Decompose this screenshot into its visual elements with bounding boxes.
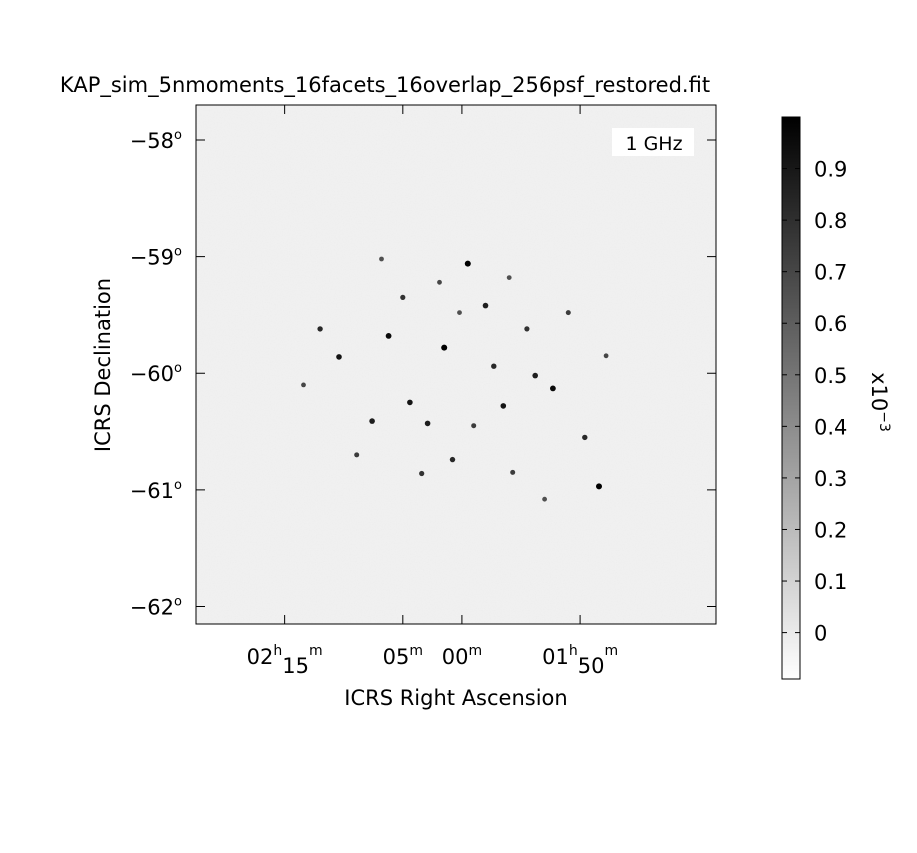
source-point <box>491 363 497 369</box>
source-point <box>471 423 477 429</box>
colorbar-tick-label: 0.5 <box>814 364 847 388</box>
frequency-annotation: 1 GHz <box>625 133 682 155</box>
dec-tick-label: −58o <box>130 128 182 153</box>
source-point <box>449 456 456 463</box>
ra-tick-label: 00m <box>442 643 482 669</box>
source-point <box>336 354 342 360</box>
source-point <box>524 326 530 332</box>
dec-tick-label: −62o <box>130 595 182 620</box>
image-noise <box>196 105 716 624</box>
source-point <box>407 399 413 406</box>
source-point <box>457 310 462 315</box>
source-point <box>506 275 512 280</box>
source-point <box>419 470 425 477</box>
source-point <box>441 344 448 351</box>
colorbar-tick-label: 0.4 <box>814 415 847 439</box>
colorbar-tick-label: 0.8 <box>814 209 847 233</box>
ra-ticks: 02h15m 05m 00m 01h50m <box>247 105 618 678</box>
source-point <box>582 434 588 441</box>
source-point <box>301 382 306 388</box>
source-point <box>542 496 547 502</box>
source-point <box>596 483 602 490</box>
colorbar-tick-label: 0.6 <box>814 312 847 336</box>
source-point <box>500 403 507 409</box>
source-point <box>565 310 571 316</box>
colorbar-tick-label: 0.9 <box>814 158 847 182</box>
source-point <box>317 326 323 332</box>
colorbar-ticks: 0 0.1 0.2 0.3 0.4 0.5 0.6 0.7 0.8 0.9 <box>782 158 847 646</box>
source-point <box>437 279 442 285</box>
ra-tick-label: 05m <box>383 643 423 669</box>
source-point <box>532 372 538 379</box>
sources-layer <box>301 256 609 502</box>
y-axis-label: ICRS Declination <box>91 278 115 452</box>
dec-tick-label: −61o <box>130 478 182 503</box>
source-point <box>464 260 471 267</box>
ra-tick-label: 01h50m <box>542 643 618 678</box>
image-frame <box>195 104 717 625</box>
colorbar: 0 0.1 0.2 0.3 0.4 0.5 0.6 0.7 0.8 0.9 x10−3 <box>781 116 892 680</box>
colorbar-tick-label: 0 <box>814 622 827 646</box>
chart-title: KAP_sim_5nmoments_16facets_16overlap_256… <box>60 73 710 98</box>
colorbar-tick-label: 0.2 <box>814 518 847 542</box>
x-axis-label: ICRS Right Ascension <box>344 686 567 710</box>
source-point <box>385 333 392 339</box>
source-point <box>400 294 406 300</box>
source-point <box>550 385 556 392</box>
image-panel: 1 GHz 02h15m 05m 00m 01h50m −58o −59o −60o −61… <box>130 104 717 678</box>
dec-ticks: −58o −59o −60o −61o −62o <box>130 128 716 620</box>
source-point <box>482 302 489 309</box>
colorbar-tick-label: 0.7 <box>814 261 847 285</box>
annotation-box <box>612 128 694 156</box>
dec-tick-label: −59o <box>130 245 182 270</box>
source-point <box>603 353 609 359</box>
dec-tick-label: −60o <box>130 361 182 386</box>
ra-tick-label: 02h15m <box>247 643 323 678</box>
source-point <box>424 420 431 427</box>
colorbar-gradient <box>781 116 801 680</box>
source-point <box>369 418 375 424</box>
source-point <box>354 452 360 458</box>
colorbar-tick-label: 0.3 <box>814 467 847 491</box>
source-point <box>510 469 516 475</box>
source-point <box>379 256 384 262</box>
colorbar-tick-label: 0.1 <box>814 570 847 594</box>
colorbar-exponent-label: x10−3 <box>867 372 892 432</box>
